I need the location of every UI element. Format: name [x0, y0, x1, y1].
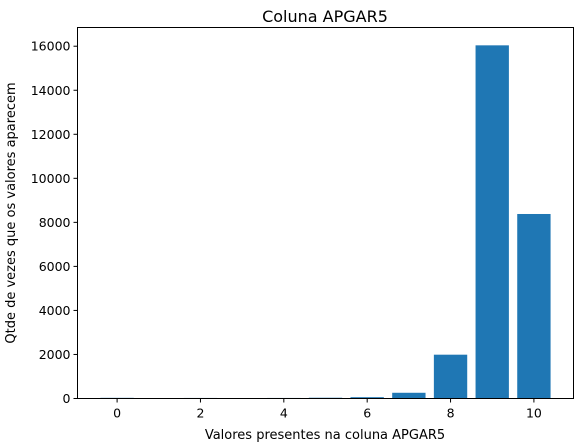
plot-frame	[77, 27, 574, 399]
x-tick-label: 0	[113, 406, 121, 421]
x-tick-label: 10	[526, 406, 542, 421]
bar-9	[475, 45, 509, 399]
y-tick-label: 2000	[39, 347, 71, 362]
y-tick-label: 4000	[39, 303, 71, 318]
y-tick-label: 8000	[39, 215, 71, 230]
bar-8	[433, 354, 468, 399]
bar-6	[350, 397, 384, 399]
bar-10	[517, 213, 551, 399]
x-tick-label: 2	[196, 406, 204, 421]
y-tick-label: 6000	[39, 259, 71, 274]
chart-title: Coluna APGAR5	[262, 7, 388, 26]
y-tick-label: 10000	[31, 171, 71, 186]
y-tick-label: 12000	[31, 127, 71, 142]
y-tick-label: 14000	[31, 83, 71, 98]
y-axis-ticks: 0 2000 4000 6000 8000 10000 12000 14000 16000	[31, 39, 78, 406]
y-axis-label: Qtde de vezes que os valores aparecem	[4, 82, 19, 343]
bars-group	[100, 45, 551, 399]
bar-7	[392, 392, 426, 399]
y-tick-label: 0	[63, 391, 71, 406]
x-axis-label: Valores presentes na coluna APGAR5	[205, 428, 445, 443]
x-axis-ticks: 0 2 4 6 8 10	[113, 398, 542, 421]
y-tick-label: 16000	[31, 39, 71, 54]
x-tick-label: 6	[363, 406, 371, 421]
x-tick-label: 8	[447, 406, 455, 421]
x-tick-label: 4	[280, 406, 288, 421]
